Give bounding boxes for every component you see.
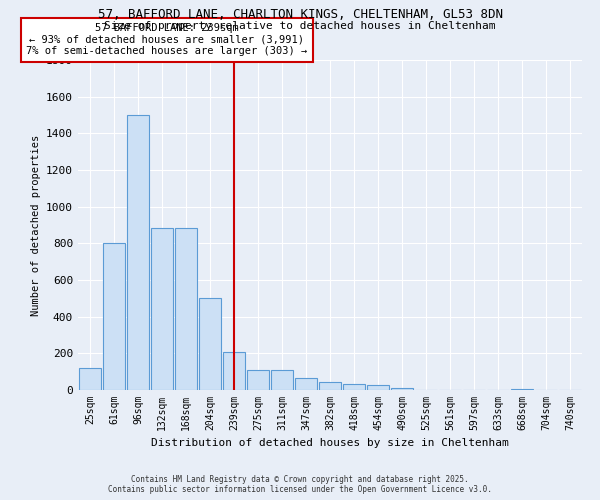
Bar [223, 352, 245, 390]
Bar [79, 368, 101, 390]
Text: 57, BAFFORD LANE, CHARLTON KINGS, CHELTENHAM, GL53 8DN: 57, BAFFORD LANE, CHARLTON KINGS, CHELTE… [97, 8, 503, 20]
Bar [391, 388, 413, 390]
Bar [511, 388, 533, 390]
Bar [199, 298, 221, 390]
Text: Contains HM Land Registry data © Crown copyright and database right 2025.
Contai: Contains HM Land Registry data © Crown c… [108, 474, 492, 494]
Bar [247, 370, 269, 390]
Bar [271, 370, 293, 390]
X-axis label: Distribution of detached houses by size in Cheltenham: Distribution of detached houses by size … [151, 438, 509, 448]
Text: 57 BAFFORD LANE: 239sqm
← 93% of detached houses are smaller (3,991)
7% of semi-: 57 BAFFORD LANE: 239sqm ← 93% of detache… [26, 23, 307, 56]
Bar [343, 384, 365, 390]
Bar [367, 386, 389, 390]
Bar [295, 378, 317, 390]
Bar [175, 228, 197, 390]
Bar [103, 244, 125, 390]
Bar [127, 115, 149, 390]
Bar [319, 382, 341, 390]
Y-axis label: Number of detached properties: Number of detached properties [31, 134, 41, 316]
Bar [151, 228, 173, 390]
Text: Size of property relative to detached houses in Cheltenham: Size of property relative to detached ho… [104, 21, 496, 31]
